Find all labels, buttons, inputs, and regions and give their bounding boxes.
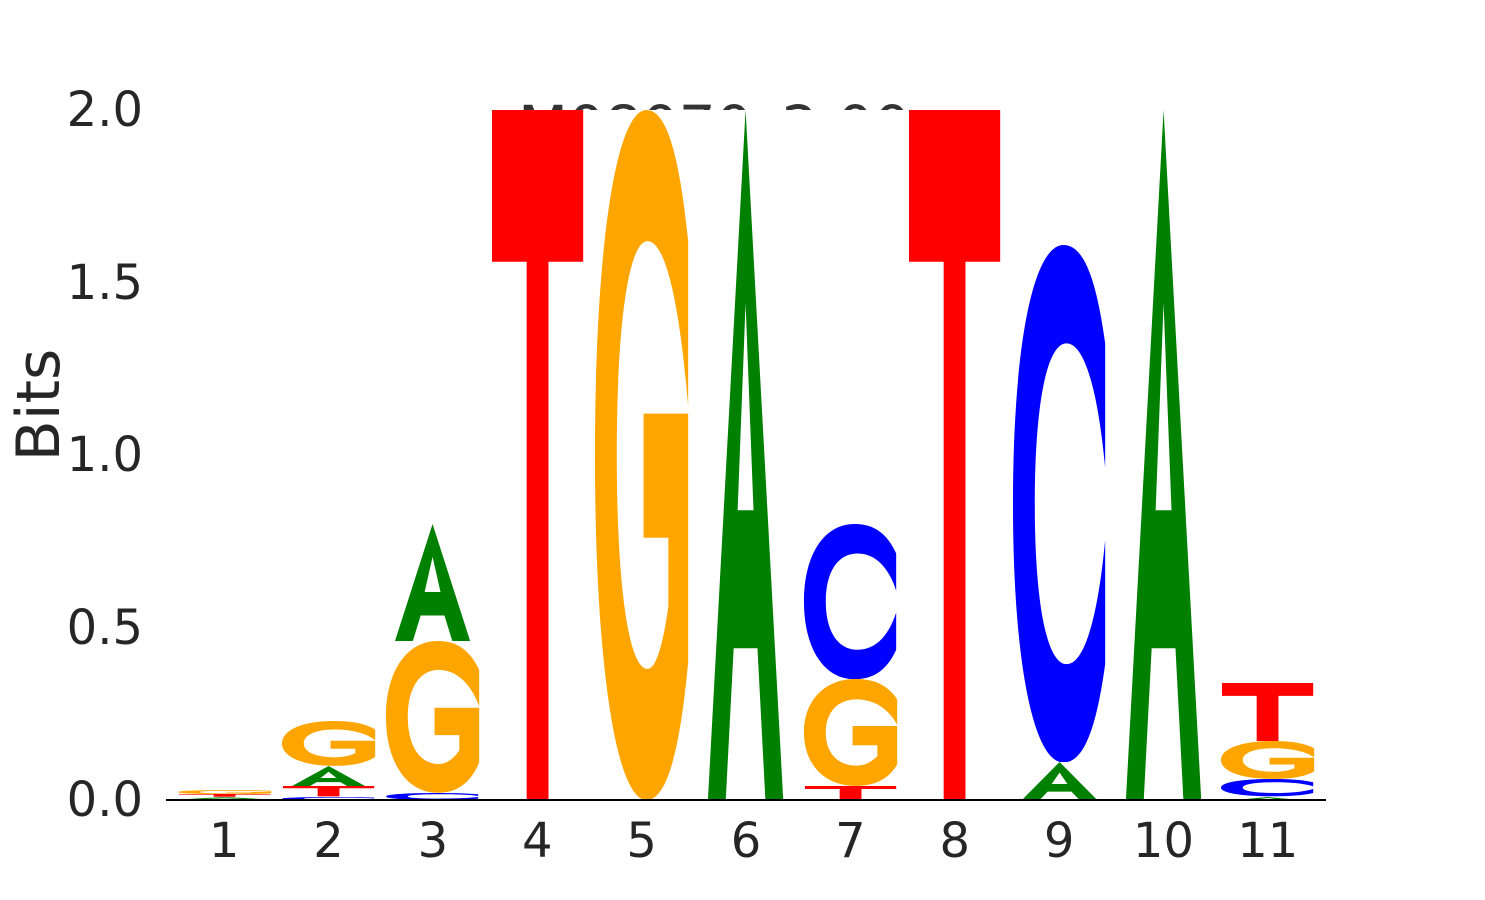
x-axis-tick-label: 7 bbox=[835, 813, 866, 869]
plot-area bbox=[172, 110, 1320, 800]
x-axis-line bbox=[166, 799, 1326, 801]
logo-letter-T bbox=[1218, 682, 1317, 742]
y-axis-tick-label: 0.0 bbox=[66, 772, 143, 828]
x-axis-tick-label: 6 bbox=[730, 813, 762, 869]
logo-stack-position-8 bbox=[905, 110, 1004, 800]
y-axis-tick-label: 1.5 bbox=[66, 254, 143, 311]
logo-letter-C bbox=[1010, 244, 1109, 763]
logo-letter-T bbox=[488, 110, 587, 800]
x-axis-tick-label: 10 bbox=[1132, 813, 1194, 869]
logo-letter-G bbox=[383, 641, 482, 794]
logo-letter-G bbox=[1218, 741, 1317, 780]
logo-letter-A bbox=[383, 524, 482, 642]
x-axis-tick-label: 3 bbox=[417, 813, 449, 869]
logo-letter-T bbox=[279, 786, 378, 797]
logo-letter-C bbox=[801, 524, 900, 680]
logo-letter-A bbox=[696, 110, 795, 800]
x-axis-tick-label: 5 bbox=[626, 813, 657, 869]
logo-stack-position-10 bbox=[1114, 110, 1213, 800]
logo-letter-C bbox=[383, 793, 482, 800]
logo-stack-position-6 bbox=[696, 110, 795, 800]
logo-stack-position-2 bbox=[279, 110, 378, 800]
logo-letter-A bbox=[1114, 110, 1213, 800]
logo-letter-G bbox=[279, 720, 378, 766]
y-axis-tick-label: 0.5 bbox=[66, 599, 143, 656]
logo-letter-A bbox=[175, 796, 274, 799]
logo-letter-T bbox=[175, 793, 274, 797]
y-axis-tick-labels: 0.0 0.5 1.0 1.5 2.0 bbox=[0, 0, 165, 900]
x-axis-tick-label: 11 bbox=[1237, 813, 1299, 869]
logo-letter-A bbox=[279, 765, 378, 787]
logo-letter-T bbox=[905, 110, 1004, 800]
x-axis-tick-labels: 1 2 3 4 5 6 7 8 9 10 11 bbox=[172, 812, 1320, 882]
logo-stack-position-9 bbox=[1010, 110, 1109, 800]
logo-letter-A bbox=[1010, 762, 1109, 800]
logo-letter-G bbox=[592, 110, 691, 800]
logo-stack-position-3 bbox=[383, 110, 482, 800]
x-axis-tick-label: 8 bbox=[939, 813, 970, 869]
logo-stack-position-5 bbox=[592, 110, 691, 800]
y-axis-tick-label: 1.0 bbox=[66, 427, 143, 483]
x-axis-tick-label: 1 bbox=[208, 813, 240, 869]
logo-letter-C bbox=[1218, 779, 1317, 797]
logo-stack-position-4 bbox=[488, 110, 587, 800]
x-axis-tick-label: 4 bbox=[521, 813, 553, 869]
logo-stack-position-7 bbox=[801, 110, 900, 800]
logo-letter-G bbox=[801, 679, 900, 787]
y-axis-tick-label: 2.0 bbox=[66, 82, 143, 138]
logo-letter-T bbox=[801, 786, 900, 800]
logo-letter-G bbox=[175, 789, 274, 794]
logo-stack-position-1 bbox=[175, 110, 274, 800]
logo-stack-position-11 bbox=[1218, 110, 1317, 800]
x-axis-tick-label: 2 bbox=[313, 813, 344, 869]
x-axis-tick-label: 9 bbox=[1043, 813, 1075, 869]
